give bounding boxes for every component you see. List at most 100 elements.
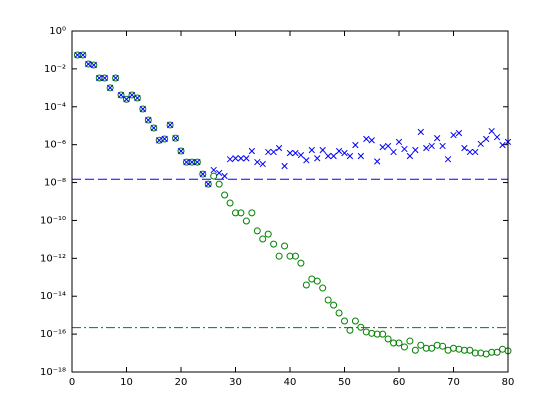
marker-x xyxy=(433,135,441,142)
marker-x xyxy=(254,158,261,166)
marker-circle xyxy=(346,326,354,334)
marker-x xyxy=(417,128,424,136)
marker-x xyxy=(477,140,484,148)
marker-x xyxy=(183,158,190,166)
y-tick-label: 10⁻¹⁶ xyxy=(40,329,66,340)
y-tick-label: 10⁻⁶ xyxy=(44,140,66,151)
marker-circle xyxy=(221,191,229,199)
marker-x xyxy=(286,149,294,157)
marker-x xyxy=(221,172,228,180)
marker-x xyxy=(450,131,457,139)
marker-x xyxy=(74,51,81,59)
marker-circle xyxy=(330,301,338,309)
marker-x xyxy=(499,141,506,149)
marker-circle xyxy=(79,51,87,59)
marker-x xyxy=(215,169,223,177)
marker-circle xyxy=(166,121,174,129)
marker-x xyxy=(237,155,245,162)
marker-x xyxy=(248,147,256,155)
marker-x xyxy=(493,133,501,141)
marker-circle xyxy=(291,252,299,260)
marker-circle xyxy=(123,95,130,103)
marker-x xyxy=(472,148,479,156)
y-tick-label: 10⁻² xyxy=(44,64,66,75)
marker-x xyxy=(123,96,130,103)
marker-circle xyxy=(177,147,185,155)
marker-x xyxy=(292,149,299,157)
marker-circle xyxy=(259,235,267,243)
marker-x xyxy=(330,152,337,160)
marker-circle xyxy=(150,124,158,132)
marker-circle xyxy=(139,105,147,113)
y-tick-label: 10⁻⁸ xyxy=(44,178,66,189)
marker-x xyxy=(439,142,446,150)
marker-circle xyxy=(95,74,103,82)
marker-x xyxy=(401,145,408,153)
marker-circle xyxy=(411,346,419,354)
marker-circle xyxy=(460,346,468,354)
marker-x xyxy=(101,74,108,82)
marker-x xyxy=(194,158,201,166)
marker-x xyxy=(145,116,152,124)
marker-x xyxy=(85,60,92,68)
marker-x xyxy=(406,152,414,160)
x-tick-label: 60 xyxy=(393,377,406,388)
y-tick-label: 10⁻¹⁸ xyxy=(40,367,66,378)
marker-x xyxy=(199,170,206,178)
marker-x xyxy=(166,121,174,129)
marker-x xyxy=(428,142,435,150)
marker-circle xyxy=(248,209,256,217)
marker-circle xyxy=(199,170,207,178)
marker-circle xyxy=(112,74,120,82)
marker-x xyxy=(281,162,288,170)
marker-x xyxy=(363,135,370,143)
marker-x xyxy=(79,51,87,59)
marker-circle xyxy=(286,252,294,260)
marker-x xyxy=(150,124,157,132)
marker-circle xyxy=(384,335,392,343)
marker-x xyxy=(352,141,359,149)
marker-x xyxy=(384,142,392,150)
marker-circle xyxy=(422,344,430,352)
marker-circle xyxy=(215,180,223,188)
marker-x xyxy=(139,105,147,113)
marker-x xyxy=(96,74,103,82)
marker-circle xyxy=(232,209,239,217)
marker-circle xyxy=(90,61,98,69)
marker-circle xyxy=(226,199,234,207)
marker-circle xyxy=(357,323,365,331)
marker-x xyxy=(346,152,354,160)
marker-x xyxy=(243,155,250,162)
marker-circle xyxy=(351,317,359,325)
marker-circle xyxy=(406,337,414,345)
y-tick-label: 10⁻¹⁰ xyxy=(40,215,66,226)
marker-x xyxy=(423,144,430,152)
marker-circle xyxy=(106,84,114,92)
marker-circle xyxy=(341,317,348,325)
marker-x xyxy=(324,152,332,160)
marker-x xyxy=(232,155,239,162)
x-tick-label: 20 xyxy=(175,377,188,388)
marker-x xyxy=(374,158,381,165)
marker-x xyxy=(112,74,119,82)
marker-x xyxy=(488,127,495,135)
x-tick-label: 40 xyxy=(284,377,297,388)
marker-x xyxy=(156,137,163,144)
marker-x xyxy=(412,146,419,154)
marker-x xyxy=(335,147,343,155)
x-tick-label: 80 xyxy=(502,377,515,388)
marker-x xyxy=(177,147,185,155)
marker-circle xyxy=(204,180,212,188)
marker-x xyxy=(210,166,217,174)
marker-circle xyxy=(379,330,387,338)
marker-circle xyxy=(373,330,381,338)
x-tick-label: 70 xyxy=(447,377,460,388)
marker-x xyxy=(314,155,321,162)
marker-circle xyxy=(101,74,109,82)
marker-circle xyxy=(493,348,501,356)
marker-x xyxy=(483,135,490,143)
marker-circle xyxy=(400,343,408,351)
marker-circle xyxy=(281,242,289,250)
marker-x xyxy=(379,143,386,151)
marker-circle xyxy=(117,91,125,99)
